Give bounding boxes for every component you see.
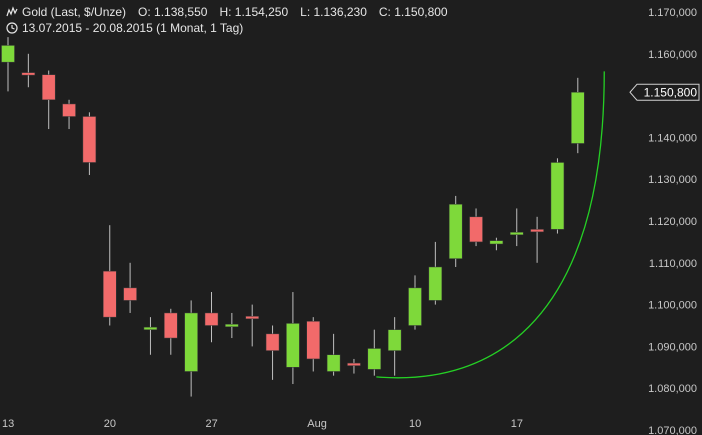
candle — [1, 37, 15, 92]
candle-body — [428, 266, 443, 301]
open-value: O: 1.138,550 — [138, 5, 208, 19]
candle — [245, 304, 259, 347]
candle — [489, 237, 504, 251]
candle-body — [571, 92, 585, 144]
close-value: C: 1.150,800 — [378, 5, 448, 19]
low-value: L: 1.136,230 — [300, 5, 367, 19]
candle — [469, 208, 483, 247]
candle — [571, 77, 585, 154]
symbol-label: Gold (Last, $/Unze) — [22, 5, 127, 19]
candle-body — [510, 232, 524, 236]
candle — [286, 292, 300, 385]
y-tick-label: 1.140,000 — [648, 132, 697, 144]
x-tick-label: Aug — [307, 418, 327, 430]
y-tick-label: 1.110,000 — [649, 258, 697, 270]
candle-body — [62, 103, 76, 117]
candle — [204, 292, 219, 343]
y-tick-label: 1.160,000 — [648, 49, 697, 61]
candle — [530, 216, 544, 263]
candle — [21, 53, 36, 88]
candle — [143, 317, 158, 355]
candle-body — [286, 323, 300, 368]
x-tick-label: 13 — [2, 418, 14, 430]
last-price-marker: 1.150,800 — [629, 83, 700, 101]
candle-body — [408, 287, 422, 326]
candle — [41, 70, 56, 130]
last-price-label: 1.150,800 — [644, 85, 698, 99]
candle-body — [103, 270, 117, 318]
x-tick-label: 17 — [511, 418, 523, 430]
candle-body — [387, 329, 402, 351]
y-tick-label: 1.100,000 — [648, 300, 697, 312]
candle — [510, 208, 524, 247]
candle-body — [41, 74, 56, 101]
candle-body — [225, 323, 239, 327]
candle — [408, 275, 422, 330]
y-axis: 1.070,000 1.080,000 1.090,000 1.100,000 1.11… — [648, 7, 697, 435]
y-tick-label: 1.130,000 — [648, 174, 697, 186]
candle — [387, 317, 402, 376]
candle-body — [448, 204, 463, 259]
candle — [428, 241, 443, 305]
candles — [1, 37, 585, 397]
last-price-box — [629, 83, 700, 101]
candle — [550, 158, 565, 234]
candle — [265, 325, 280, 380]
candle-body — [530, 229, 544, 233]
candle — [123, 262, 137, 313]
candle — [164, 308, 178, 355]
trend-curve-annotation — [376, 71, 605, 379]
candle — [367, 329, 382, 376]
candle — [62, 99, 76, 130]
ohlc-row: Gold (Last, $/Unze) O: 1.138,550 H: 1.15… — [6, 4, 460, 20]
candle — [184, 300, 198, 397]
candle-body — [143, 326, 158, 330]
chart-header: Gold (Last, $/Unze) O: 1.138,550 H: 1.15… — [6, 4, 460, 36]
candle-body — [245, 316, 259, 320]
candle — [347, 358, 361, 374]
candle-body — [1, 45, 15, 63]
y-tick-label: 1.080,000 — [648, 383, 697, 395]
clock-icon — [6, 22, 18, 34]
x-tick-label: 27 — [206, 418, 218, 430]
candle-body — [21, 72, 36, 76]
candle — [82, 112, 97, 176]
date-range: 13.07.2015 - 20.08.2015 (1 Monat, 1 Tag) — [22, 21, 244, 35]
y-tick-label: 1.120,000 — [648, 216, 697, 228]
candle-body — [367, 348, 382, 370]
x-tick-label: 10 — [409, 418, 421, 430]
candle-body — [204, 312, 219, 326]
candle-body — [489, 240, 504, 245]
chart-icon — [6, 6, 18, 17]
candle-body — [347, 362, 361, 366]
candle-body — [123, 287, 137, 301]
y-tick-label: 1.070,000 — [648, 425, 697, 435]
range-row: 13.07.2015 - 20.08.2015 (1 Monat, 1 Tag) — [6, 20, 460, 36]
candle-body — [164, 312, 178, 339]
candle-body — [265, 333, 280, 351]
y-tick-label: 1.090,000 — [648, 341, 697, 353]
candle — [306, 317, 320, 372]
candle-body — [306, 321, 320, 360]
x-axis: 13 20 27 Aug 10 17 — [2, 418, 523, 430]
candle — [448, 195, 463, 267]
candle-body — [326, 354, 341, 372]
x-tick-label: 20 — [104, 418, 116, 430]
candle-body — [469, 216, 483, 243]
candle — [103, 225, 117, 326]
candle-body — [184, 312, 198, 372]
candle-body — [550, 162, 565, 230]
y-tick-label: 1.170,000 — [648, 7, 697, 19]
candle — [225, 312, 239, 339]
candle-body — [82, 116, 97, 163]
high-value: H: 1.154,250 — [219, 5, 289, 19]
candle — [326, 333, 341, 376]
trend-curve — [376, 71, 605, 379]
